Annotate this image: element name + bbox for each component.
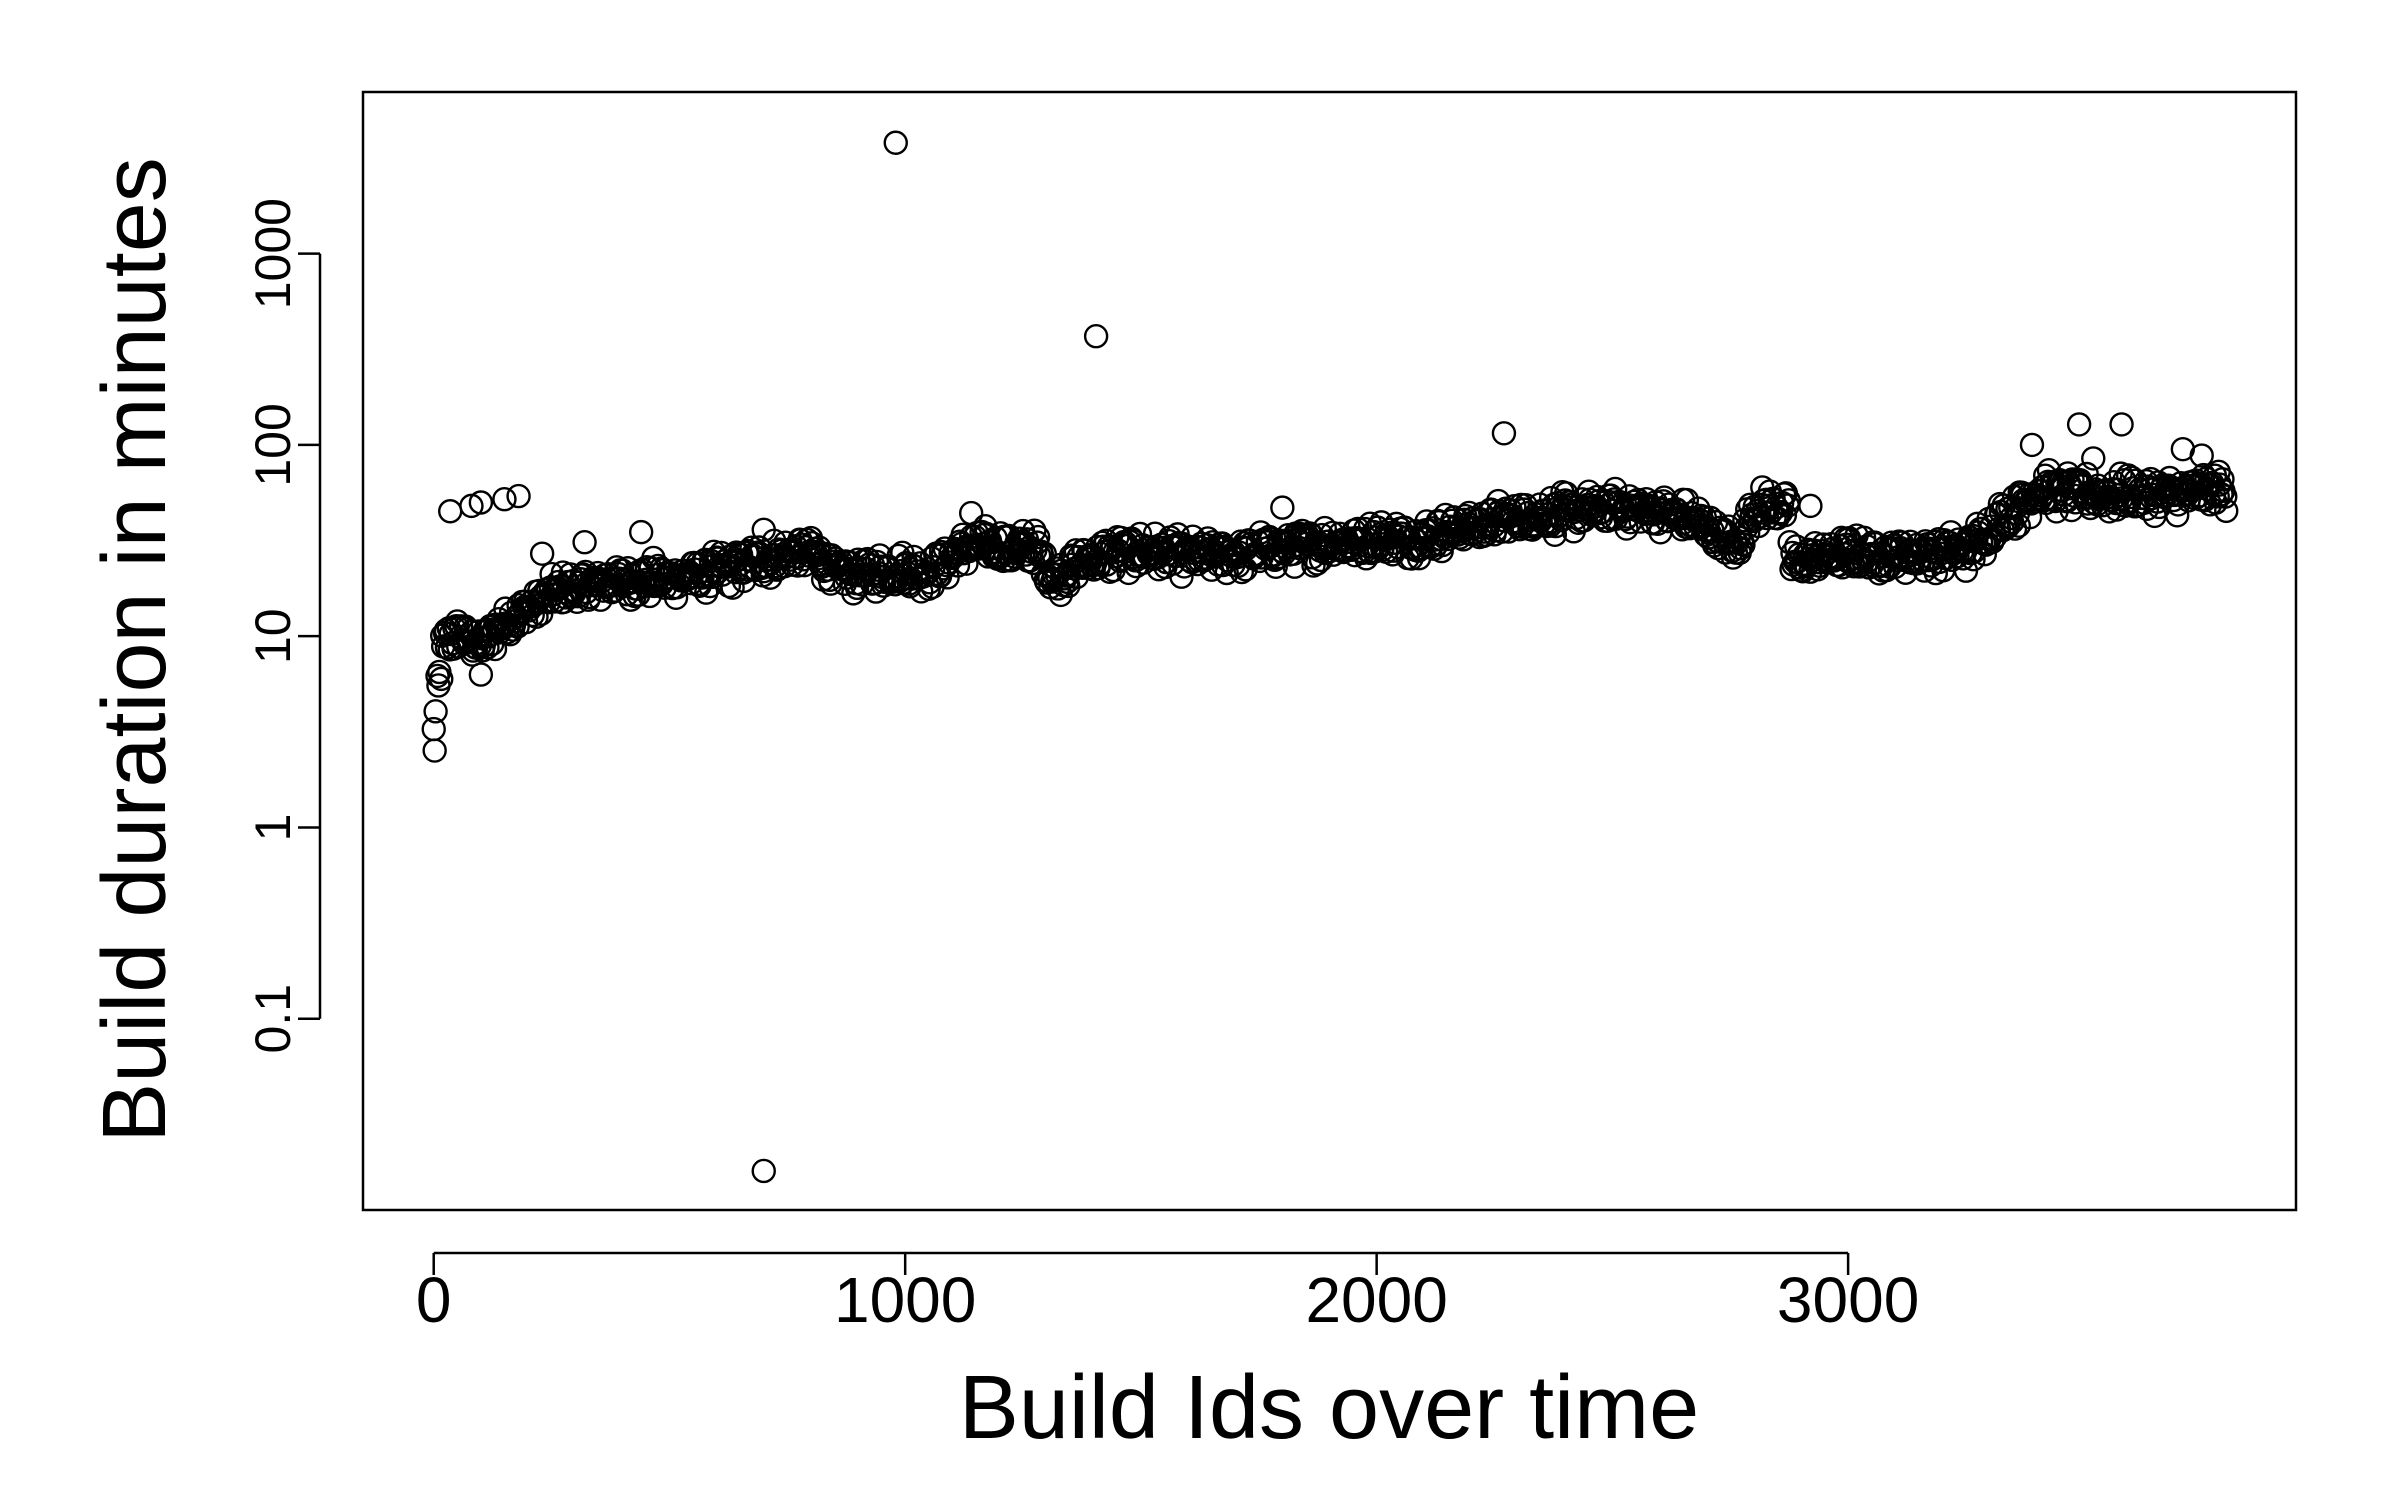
data-point [572,530,597,555]
data-point [2189,443,2214,468]
data-point [529,541,555,566]
data-point [2207,472,2232,497]
y-tick-label: 100 [245,403,301,486]
data-point [1798,493,1823,519]
data-point [2081,446,2106,471]
data-point [438,499,463,524]
x-tick-label: 3000 [1777,1264,1919,1336]
data-point [1835,527,1861,552]
data-point [1048,582,1073,608]
y-tick-label: 0.1 [245,984,301,1054]
data-point [751,517,776,542]
data-point [2209,482,2234,507]
data-point [468,662,494,687]
data-point [2213,484,2238,509]
data-point [423,699,448,724]
x-tick-label: 2000 [1305,1264,1447,1336]
y-axis: 0.1 1 10 100 1000 [245,198,322,1054]
data-points [421,130,2239,1184]
data-point [1542,522,1568,547]
data-point [2214,498,2239,524]
data-point [694,580,719,605]
plot-frame [361,90,2298,1212]
y-tick-label: 10 [245,608,301,664]
data-point [883,130,908,155]
data-point [1083,324,1109,349]
data-point [751,1158,776,1184]
data-point [2210,467,2235,492]
data-point [2205,484,2230,509]
data-point [1270,495,1295,520]
data-point [2019,432,2045,458]
data-point [482,636,508,662]
data-point [954,551,979,576]
data-point [429,666,454,692]
data-point [1491,421,1517,446]
data-point [1507,516,1533,542]
data-point [958,500,984,526]
data-point [468,490,494,515]
x-axis: 0 1000 2000 3000 [416,1251,1919,1336]
data-point [1025,524,1051,550]
x-tick-label: 0 [416,1264,452,1336]
data-point [1768,500,1794,525]
y-tick-label: 1 [245,814,301,842]
data-point [539,561,564,587]
y-tick-label: 1000 [245,198,301,309]
data-point [422,738,447,763]
x-axis-title: Build Ids over time [959,1358,1699,1458]
data-point [2066,412,2092,437]
data-point [1127,521,1153,547]
data-point [2109,412,2134,437]
data-point [492,487,517,512]
data-point [628,519,654,545]
data-point [506,483,531,509]
y-axis-title: Build duration in minutes [85,157,185,1143]
data-point [1731,532,1756,557]
x-tick-label: 1000 [834,1264,976,1336]
